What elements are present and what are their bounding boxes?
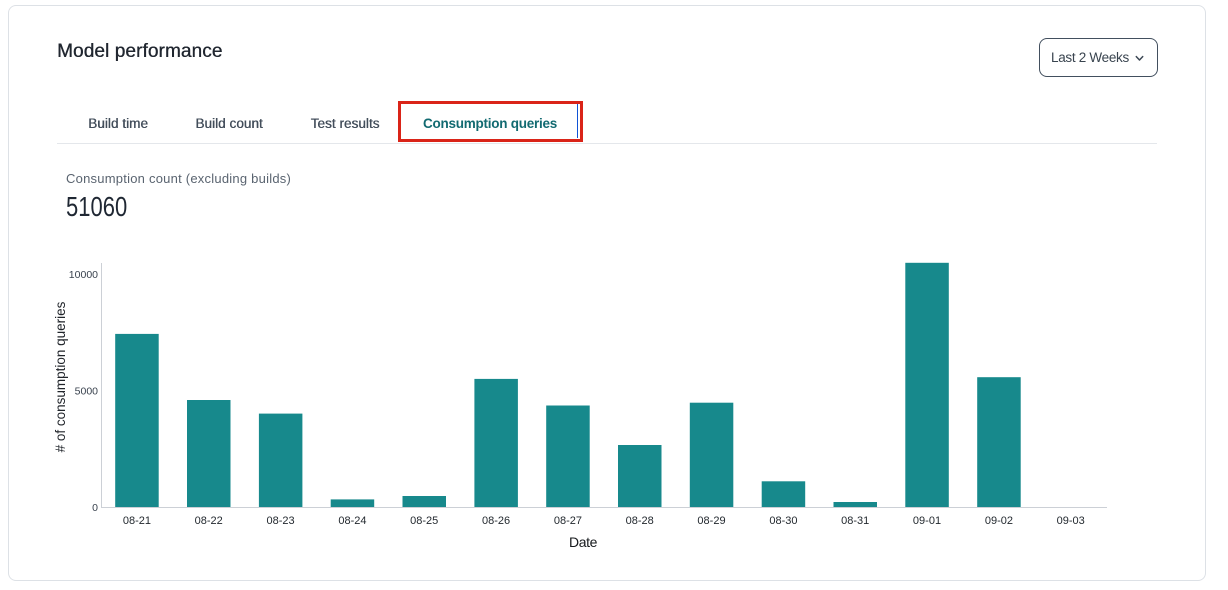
svg-text:08-31: 08-31 bbox=[841, 515, 869, 527]
svg-text:08-26: 08-26 bbox=[482, 515, 510, 527]
svg-text:08-21: 08-21 bbox=[123, 515, 151, 527]
svg-text:0: 0 bbox=[92, 502, 98, 514]
svg-text:08-23: 08-23 bbox=[267, 515, 295, 527]
svg-text:10000: 10000 bbox=[69, 269, 98, 281]
svg-text:09-01: 09-01 bbox=[913, 515, 941, 527]
svg-text:09-02: 09-02 bbox=[985, 515, 1013, 527]
svg-text:08-24: 08-24 bbox=[338, 515, 366, 527]
svg-text:Date: Date bbox=[569, 534, 598, 550]
svg-text:08-30: 08-30 bbox=[769, 515, 797, 527]
svg-text:08-28: 08-28 bbox=[626, 515, 654, 527]
svg-text:08-22: 08-22 bbox=[195, 515, 223, 527]
svg-text:08-27: 08-27 bbox=[554, 515, 582, 527]
svg-text:08-25: 08-25 bbox=[410, 515, 438, 527]
svg-text:08-29: 08-29 bbox=[697, 515, 725, 527]
svg-text:# of consumption queries: # of consumption queries bbox=[53, 301, 68, 452]
svg-text:09-03: 09-03 bbox=[1057, 515, 1085, 527]
svg-text:5000: 5000 bbox=[75, 386, 99, 398]
